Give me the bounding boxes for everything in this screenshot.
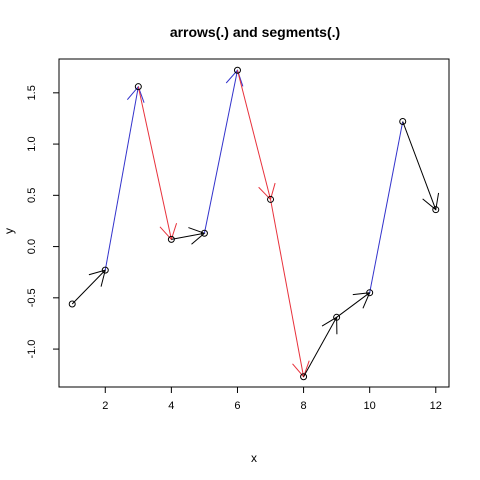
segment-3: [137, 86, 172, 240]
y-axis-label: y: [2, 228, 16, 234]
segment-9: [336, 292, 370, 318]
segment-7: [270, 199, 305, 377]
plot-layer: [68, 66, 440, 381]
axis-layer: 2 4 6 8 10 12 -1.0 -0.5 0.0 0.5 1.0 1.5: [26, 85, 442, 412]
data-point-5: [200, 229, 208, 237]
data-point-4: [167, 235, 175, 243]
data-point-7: [267, 195, 275, 203]
data-point-12: [432, 206, 440, 214]
x-tick-label-10: 10: [364, 400, 376, 412]
y-tick-label-1: -0.5: [26, 288, 38, 307]
y-tick-label-5: 1.5: [26, 85, 38, 100]
chart-title: arrows(.) and segments(.): [170, 24, 340, 40]
segment-11: [402, 121, 437, 210]
data-point-3: [134, 83, 142, 91]
data-point-10: [366, 289, 374, 297]
arrowhead-11: [422, 192, 440, 211]
segment-8: [303, 317, 338, 377]
data-point-11: [399, 118, 407, 126]
arrowhead-6: [258, 182, 276, 201]
y-tick-label-4: 1.0: [26, 136, 38, 151]
data-point-9: [333, 313, 341, 321]
y-tick-label-0: -1.0: [26, 340, 38, 359]
y-tick-label-2: 0.0: [26, 239, 38, 254]
x-tick-label-2: 2: [102, 400, 108, 412]
data-point-6: [233, 66, 241, 74]
x-tick-label-6: 6: [234, 400, 240, 412]
y-tick-label-3: 0.5: [26, 188, 38, 203]
segment-1: [71, 269, 106, 305]
segment-4: [171, 232, 205, 240]
arrowhead-2: [126, 85, 145, 103]
data-point-1: [68, 300, 76, 308]
arrowhead-7: [292, 360, 310, 378]
segment-5: [203, 70, 238, 234]
x-tick-label-12: 12: [430, 400, 442, 412]
data-point-2: [101, 266, 109, 274]
arrowhead-1: [88, 269, 106, 287]
data-point-8: [300, 373, 308, 381]
x-axis-label: x: [251, 451, 257, 465]
x-tick-label-4: 4: [168, 400, 174, 412]
segment-6: [236, 70, 272, 200]
segment-10: [369, 121, 404, 293]
arrowhead-8: [321, 316, 338, 335]
x-tick-label-8: 8: [301, 400, 307, 412]
segment-2: [104, 86, 139, 271]
